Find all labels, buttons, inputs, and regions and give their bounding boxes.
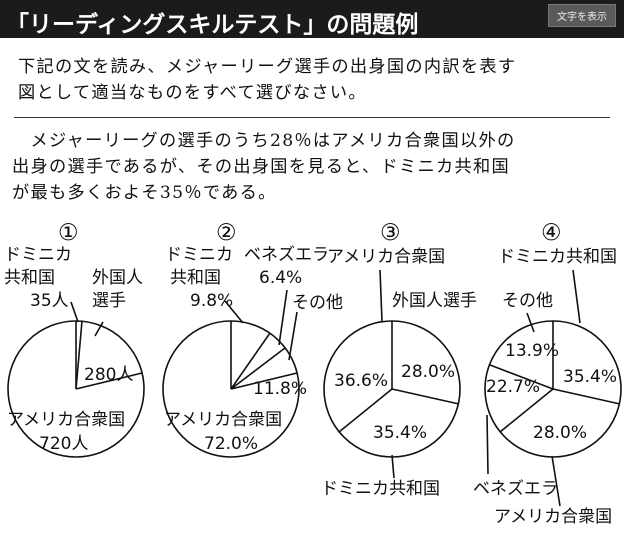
pie-value: 35人 <box>30 291 69 311</box>
pie-value: 6.4% <box>259 268 302 288</box>
pie-label: ドミニカ共和国 <box>498 247 617 267</box>
leader-line <box>486 414 489 475</box>
pie-value: 720人 <box>39 434 88 454</box>
pie-divider <box>552 388 621 405</box>
pie-chart-1 <box>7 301 145 458</box>
pie-label: アメリカ合衆国 <box>494 507 612 527</box>
pie-label: ドミニカ <box>4 245 72 265</box>
pie-divider <box>75 372 143 390</box>
leader-line <box>278 289 288 346</box>
leader-line <box>94 321 104 337</box>
pie-divider <box>230 372 298 390</box>
pie-divider <box>230 332 271 390</box>
passage-line: が最も多くおよそ35％である。 <box>12 183 277 203</box>
passage-line: 出身の選手であるが、その出身国を見ると、ドミニカ共和国 <box>12 157 510 177</box>
leader-line <box>551 455 561 507</box>
pie-chart-2 <box>162 289 300 458</box>
pie-value: 36.6% <box>334 371 388 391</box>
pie-label: 共和国 <box>170 268 221 288</box>
leader-line <box>224 300 244 324</box>
question-text: 下記の文を読み、メジャーリーグ選手の出身国の内訳を表す 図として適当なものをすべ… <box>18 54 618 106</box>
chart-number: ④ <box>541 220 562 246</box>
passage-text: メジャーリーグの選手のうち28％はアメリカ合衆国以外の 出身の選手であるが、その… <box>12 128 618 206</box>
pie-divider <box>338 388 393 433</box>
question-line: 図として適当なものをすべて選びなさい。 <box>18 83 367 103</box>
leader-line <box>572 269 581 324</box>
leader-line <box>70 301 79 323</box>
pie-chart-3 <box>323 269 461 479</box>
chart-number: ① <box>58 220 79 246</box>
pie-value: 35.4% <box>563 367 617 387</box>
pie-value: 13.9% <box>505 341 559 361</box>
leader-line <box>526 312 535 333</box>
question-line: 下記の文を読み、メジャーリーグ選手の出身国の内訳を表す <box>18 57 517 77</box>
pie-value: 280人 <box>84 365 133 385</box>
pie-label: 共和国 <box>4 268 55 288</box>
pie-label: その他 <box>502 291 553 311</box>
chart-number: ③ <box>380 220 401 246</box>
divider <box>14 117 610 118</box>
pie-label: 外国人 <box>92 268 143 288</box>
pie-divider <box>75 320 83 390</box>
pie-label: 選手 <box>92 291 126 311</box>
pie-value: 22.7% <box>486 377 540 397</box>
pie-divider <box>230 347 286 390</box>
leader-line <box>379 269 383 323</box>
pie-divider <box>489 364 554 390</box>
pie-divider <box>391 388 460 405</box>
page-title: 「リーディングスキルテスト」の問題例 <box>6 12 419 38</box>
pie-label: アメリカ合衆国 <box>7 410 125 430</box>
pie-divider <box>499 388 554 433</box>
pie-label: ベネズエラ <box>244 245 329 265</box>
pie-label: その他 <box>292 293 343 313</box>
pie-label: ドミニカ <box>165 245 233 265</box>
title-bar: 「リーディングスキルテスト」の問題例 文字を表示 <box>0 0 624 38</box>
pie-value: 28.0% <box>401 362 455 382</box>
pie-label: ベネズエラ <box>473 479 558 499</box>
pie-value: 9.8% <box>190 291 233 311</box>
pie-label: アメリカ合衆国 <box>327 247 445 267</box>
show-text-button[interactable]: 文字を表示 <box>548 4 616 27</box>
leader-line <box>288 311 298 361</box>
passage-line: メジャーリーグの選手のうち28％はアメリカ合衆国以外の <box>12 131 516 151</box>
pie-value: 35.4% <box>373 423 427 443</box>
chart-number: ② <box>216 220 237 246</box>
pie-value: 11.8% <box>253 379 307 399</box>
pie-label: アメリカ合衆国 <box>164 410 282 430</box>
leader-line <box>391 454 395 479</box>
pie-label: 外国人選手 <box>392 291 477 311</box>
pie-value: 28.0% <box>533 423 587 443</box>
pie-value: 72.0% <box>204 434 258 454</box>
pie-label: ドミニカ共和国 <box>321 479 440 499</box>
pie-chart-4 <box>484 269 622 507</box>
